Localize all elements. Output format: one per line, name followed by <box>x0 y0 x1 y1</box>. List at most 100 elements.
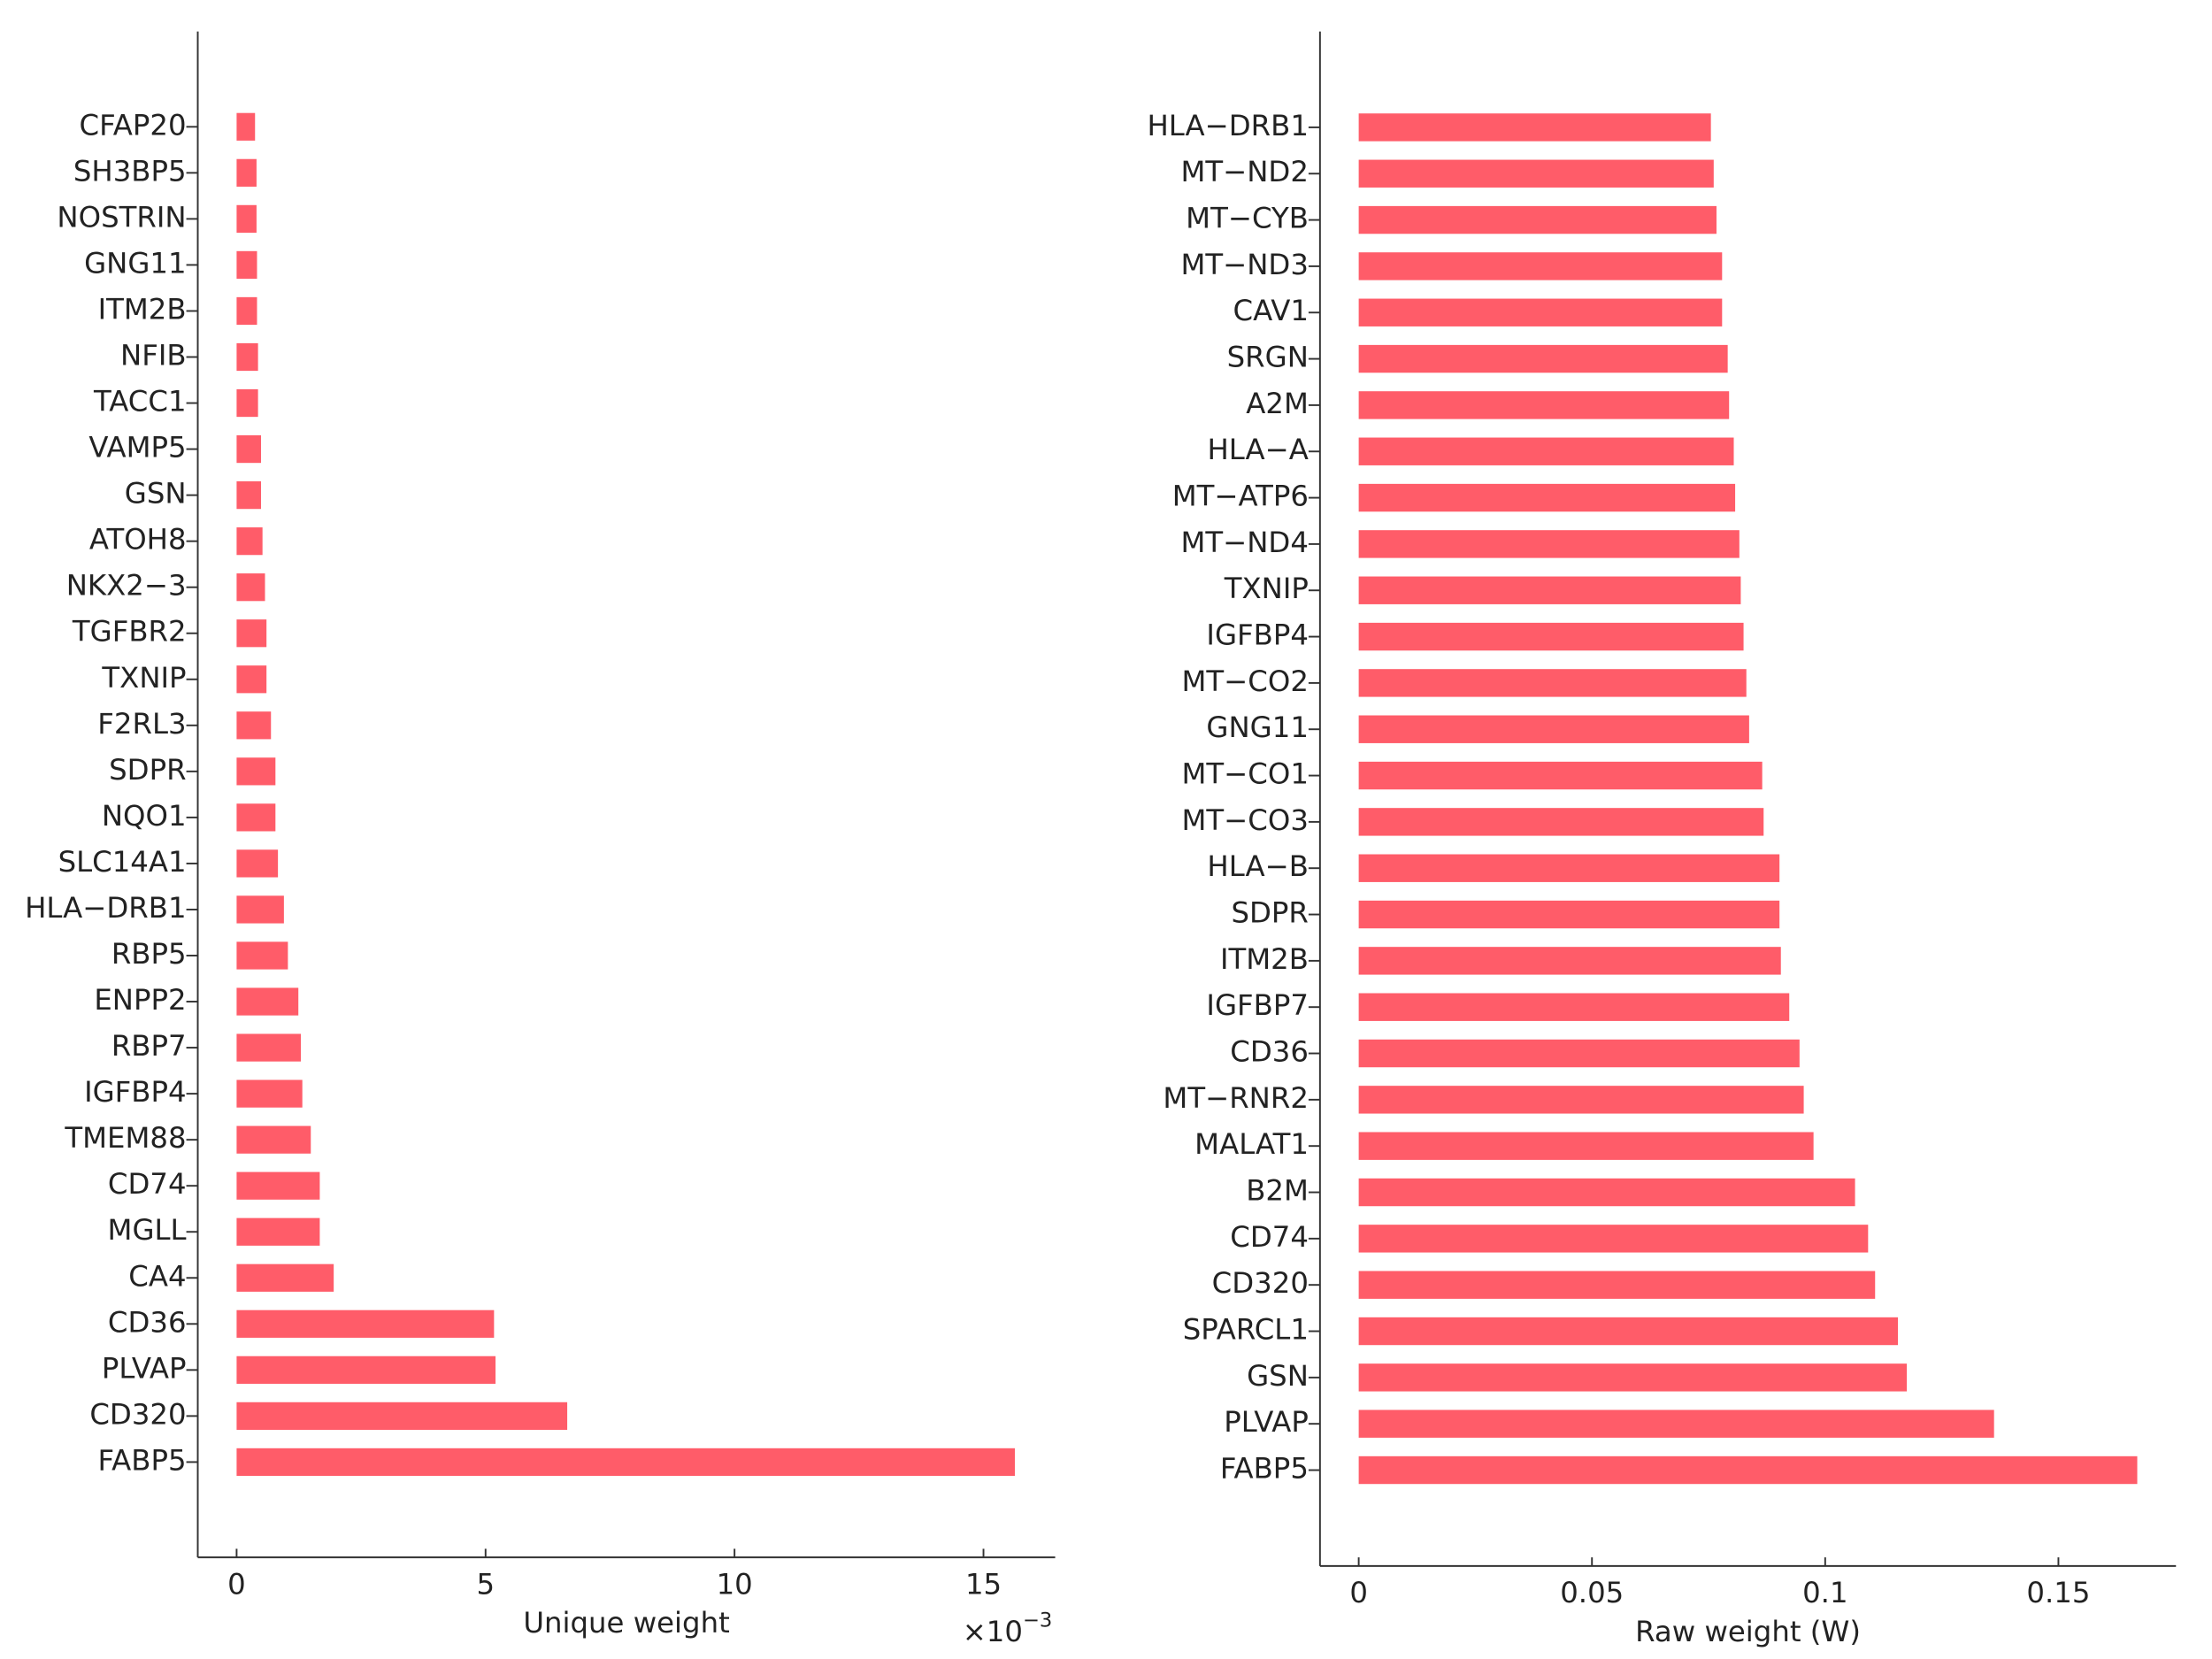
x-tick-label: 10 <box>717 1567 753 1601</box>
y-tick-label: GNG11 <box>1206 710 1308 744</box>
x-tick-label: 0 <box>227 1567 246 1601</box>
bar <box>1358 1086 1804 1114</box>
y-tick-label: TXNIP <box>101 661 186 695</box>
bar <box>1358 205 1717 234</box>
bar <box>236 1356 496 1384</box>
bar <box>236 1217 320 1246</box>
bar <box>236 665 267 694</box>
x-tick-label: 0.15 <box>2026 1576 2090 1609</box>
y-tick-label: MT−CO1 <box>1182 757 1309 791</box>
multiplier-exponent: −3 <box>1023 1609 1052 1632</box>
y-tick-label: SPARCL1 <box>1183 1313 1309 1347</box>
bar <box>236 1402 568 1430</box>
bar <box>236 1171 320 1200</box>
x-axis-label: Unique weight <box>523 1606 729 1640</box>
bar <box>1358 669 1747 697</box>
bar <box>236 388 258 418</box>
y-tick-label: CD74 <box>108 1167 187 1201</box>
x-tick-label: 0.05 <box>1560 1576 1624 1609</box>
bar <box>236 1079 303 1108</box>
bar <box>1358 1409 1994 1438</box>
y-tick-label: ENPP2 <box>94 983 186 1017</box>
x-tick-label: 15 <box>965 1567 1002 1601</box>
y-tick-label: MT−ATP6 <box>1172 480 1309 513</box>
y-tick-label: FABP5 <box>1220 1452 1309 1486</box>
y-tick-label: B2M <box>1246 1174 1309 1208</box>
bar <box>1358 530 1740 558</box>
y-tick-label: GSN <box>1247 1359 1309 1393</box>
y-tick-label: MT−CO2 <box>1182 664 1309 698</box>
y-tick-label: CFAP20 <box>80 108 187 142</box>
multiplier-base: ×10 <box>963 1615 1023 1648</box>
y-tick-label: VAMP5 <box>88 431 186 465</box>
bar <box>1358 576 1741 604</box>
x-tick-label: 0 <box>1349 1576 1368 1609</box>
y-tick-label: MT−ND4 <box>1180 526 1308 559</box>
y-tick-label: SDPR <box>1231 896 1308 930</box>
bar <box>236 527 263 556</box>
y-tick-label: CD36 <box>1230 1035 1309 1069</box>
bar <box>1358 900 1780 929</box>
y-tick-label: SDPR <box>109 753 186 787</box>
bar <box>1358 344 1728 373</box>
bar <box>1358 808 1764 836</box>
y-tick-label: CA4 <box>128 1259 186 1293</box>
bar <box>1358 252 1723 280</box>
y-tick-label: IGFBP4 <box>84 1075 186 1109</box>
y-tick-label: ITM2B <box>98 292 187 326</box>
bar <box>236 1263 334 1292</box>
bar <box>236 757 276 786</box>
y-tick-label: CD74 <box>1230 1220 1309 1254</box>
y-tick-label: NFIB <box>120 339 187 373</box>
bar <box>1358 993 1790 1021</box>
bar <box>236 849 279 878</box>
bar <box>1358 159 1714 188</box>
y-tick-label: GNG11 <box>84 246 186 280</box>
y-tick-label: SLC14A1 <box>58 845 187 879</box>
y-tick-label: SH3BP5 <box>73 154 187 188</box>
y-tick-label: HLA−A <box>1207 433 1308 466</box>
bar <box>236 112 256 141</box>
bar <box>1358 1132 1814 1160</box>
bar <box>236 711 272 740</box>
y-tick-label: FABP5 <box>98 1443 187 1477</box>
y-tick-label: ATOH8 <box>89 523 187 557</box>
bar <box>236 158 257 187</box>
y-tick-label: ITM2B <box>1220 942 1309 976</box>
chart-panel: CFAP20 SH3BP5 NOSTRIN GNG11 ITM2B NFIB TACC1 VA… <box>25 31 1056 1648</box>
bar <box>236 250 257 280</box>
y-tick-label: NOSTRIN <box>57 200 186 234</box>
bar <box>1358 437 1734 465</box>
y-tick-label: SRGN <box>1227 341 1309 374</box>
chart-panel: HLA−DRB1 MT−ND2 MT−CYB MT−ND3 CAV1 SRGN A2M HLA… <box>1147 31 2177 1648</box>
x-axis-label: Raw weight (W) <box>1635 1615 1861 1648</box>
bar <box>1358 1271 1876 1299</box>
y-tick-label: RBP7 <box>111 1029 187 1063</box>
bar <box>236 1310 495 1338</box>
bar <box>236 204 257 233</box>
bar <box>1358 113 1711 142</box>
y-tick-label: GSN <box>125 477 187 511</box>
y-tick-label: TGFBR2 <box>72 615 187 649</box>
y-tick-label: NQO1 <box>102 799 187 833</box>
y-tick-label: HLA−DRB1 <box>25 891 186 925</box>
y-tick-label: TACC1 <box>93 385 187 419</box>
y-tick-label: MT−ND2 <box>1180 155 1308 188</box>
bar <box>1358 1363 1908 1392</box>
y-tick-label: MALAT1 <box>1194 1127 1309 1161</box>
y-tick-label: CD36 <box>108 1305 187 1339</box>
bar <box>1358 1317 1899 1346</box>
y-tick-label: HLA−DRB1 <box>1147 109 1308 142</box>
bar <box>1358 1225 1869 1253</box>
bar <box>1358 854 1780 882</box>
bar <box>1358 1039 1800 1068</box>
y-tick-label: PLVAP <box>102 1351 187 1385</box>
bar <box>1358 761 1763 790</box>
bar <box>1358 947 1781 975</box>
bar <box>236 803 276 832</box>
y-tick-label: A2M <box>1246 387 1309 420</box>
bar <box>236 1125 311 1154</box>
bar <box>236 481 261 510</box>
y-tick-label: HLA−B <box>1207 849 1309 883</box>
